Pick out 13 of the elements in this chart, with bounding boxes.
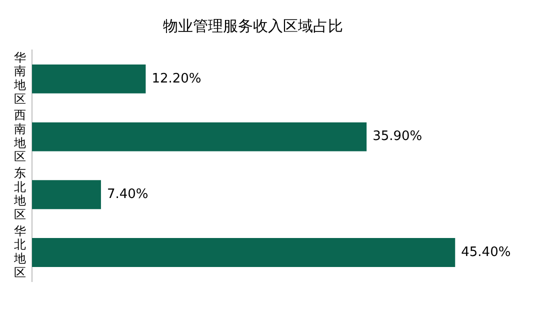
y-tick-label: 西南地区 xyxy=(13,108,26,164)
bar xyxy=(32,64,146,94)
data-label: 7.40% xyxy=(106,187,148,202)
y-tick-label: 华北地区 xyxy=(13,224,26,280)
bar xyxy=(32,180,101,210)
y-tick-label: 东北地区 xyxy=(13,166,26,222)
bar xyxy=(32,122,367,152)
y-tick-label: 华南地区 xyxy=(13,50,26,106)
bar xyxy=(32,238,456,267)
data-label: 12.20% xyxy=(152,71,202,86)
data-label: 45.40% xyxy=(461,244,511,260)
data-label: 35.90% xyxy=(372,129,422,144)
chart-title: 物业管理服务收入区域占比 xyxy=(163,16,343,35)
